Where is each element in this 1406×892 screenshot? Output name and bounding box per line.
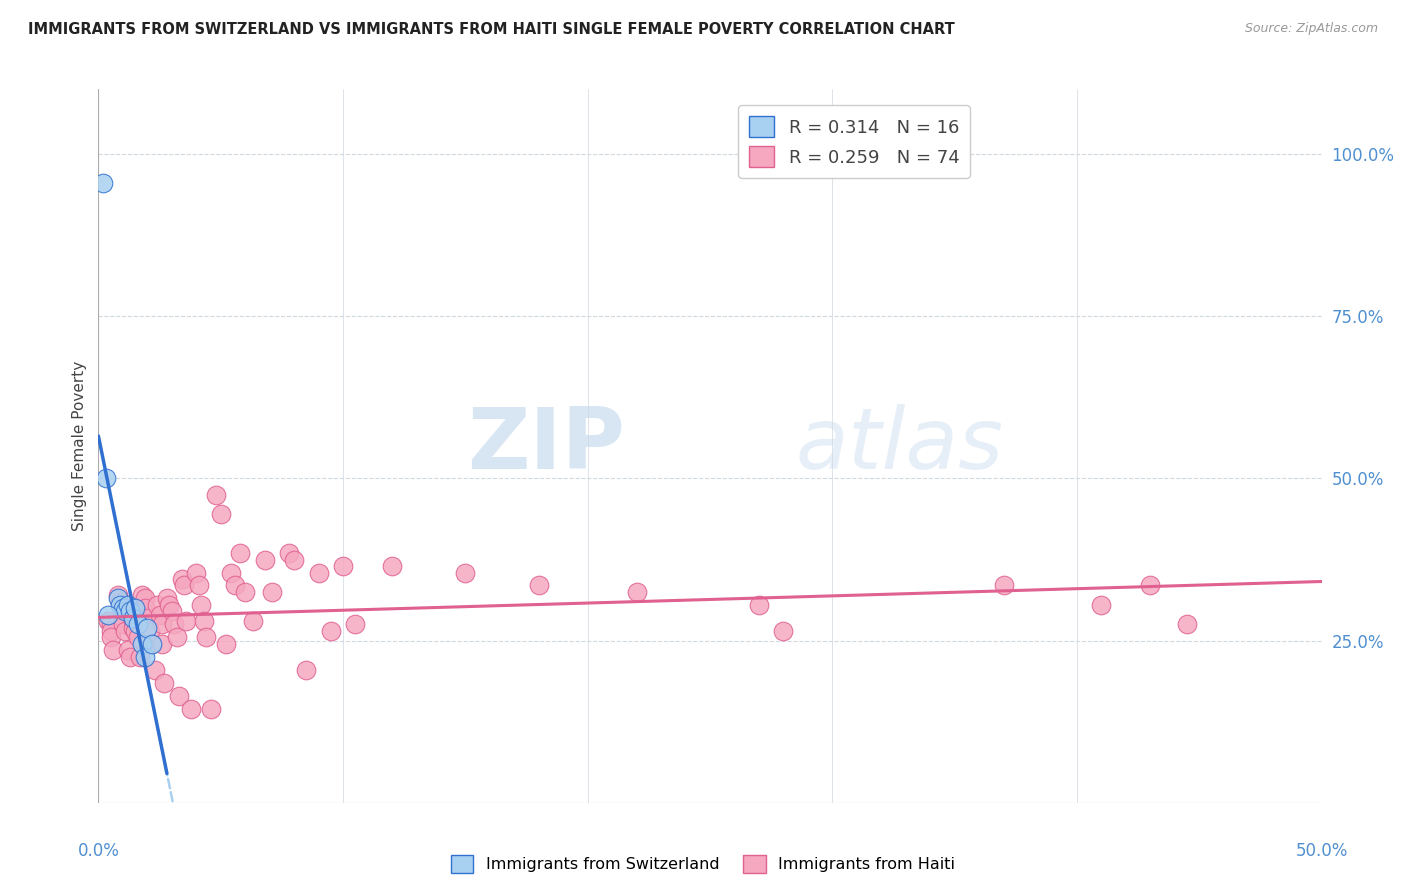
Point bbox=[180, 702, 202, 716]
Point bbox=[117, 598, 139, 612]
Point bbox=[193, 614, 215, 628]
Point bbox=[101, 643, 124, 657]
Point bbox=[224, 578, 246, 592]
Point bbox=[143, 663, 166, 677]
Point bbox=[114, 604, 136, 618]
Point bbox=[186, 566, 208, 580]
Point bbox=[229, 546, 252, 560]
Point bbox=[205, 488, 228, 502]
Point bbox=[111, 617, 134, 632]
Point bbox=[121, 614, 143, 628]
Text: ZIP: ZIP bbox=[467, 404, 624, 488]
Point bbox=[163, 617, 186, 632]
Point bbox=[153, 675, 176, 690]
Point bbox=[100, 624, 122, 638]
Point bbox=[190, 598, 212, 612]
Text: atlas: atlas bbox=[796, 404, 1004, 488]
Point bbox=[233, 585, 256, 599]
Point bbox=[131, 637, 153, 651]
Point bbox=[308, 566, 330, 580]
Point bbox=[129, 649, 152, 664]
Point bbox=[283, 552, 305, 566]
Point bbox=[100, 617, 122, 632]
Point bbox=[139, 624, 162, 638]
Point bbox=[278, 546, 301, 560]
Point bbox=[120, 649, 142, 664]
Point bbox=[110, 595, 132, 609]
Point bbox=[173, 578, 195, 592]
Point bbox=[97, 614, 120, 628]
Point bbox=[97, 607, 120, 622]
Point bbox=[209, 507, 232, 521]
Point bbox=[150, 637, 173, 651]
Point bbox=[146, 598, 169, 612]
Point bbox=[219, 566, 242, 580]
Point bbox=[111, 601, 134, 615]
Legend: Immigrants from Switzerland, Immigrants from Haiti: Immigrants from Switzerland, Immigrants … bbox=[444, 848, 962, 880]
Point bbox=[187, 578, 209, 592]
Point bbox=[176, 614, 198, 628]
Point bbox=[117, 643, 139, 657]
Point bbox=[110, 598, 132, 612]
Point bbox=[167, 689, 190, 703]
Point bbox=[94, 471, 117, 485]
Point bbox=[242, 614, 264, 628]
Point bbox=[1175, 617, 1198, 632]
Point bbox=[114, 624, 136, 638]
Point bbox=[136, 621, 159, 635]
Point bbox=[111, 611, 134, 625]
Point bbox=[117, 598, 139, 612]
Point bbox=[141, 637, 163, 651]
Point bbox=[993, 578, 1015, 592]
Point bbox=[127, 631, 149, 645]
Point bbox=[107, 591, 129, 606]
Point bbox=[166, 631, 188, 645]
Text: 50.0%: 50.0% bbox=[1295, 842, 1348, 860]
Point bbox=[141, 637, 163, 651]
Point bbox=[157, 598, 180, 612]
Point bbox=[127, 617, 149, 632]
Point bbox=[91, 176, 114, 190]
Text: 0.0%: 0.0% bbox=[77, 842, 120, 860]
Text: Source: ZipAtlas.com: Source: ZipAtlas.com bbox=[1244, 22, 1378, 36]
Point bbox=[295, 663, 318, 677]
Point bbox=[319, 624, 342, 638]
Point bbox=[100, 631, 122, 645]
Point bbox=[344, 617, 367, 632]
Point bbox=[195, 631, 218, 645]
Legend: R = 0.314   N = 16, R = 0.259   N = 74: R = 0.314 N = 16, R = 0.259 N = 74 bbox=[738, 105, 970, 178]
Point bbox=[134, 601, 156, 615]
Point bbox=[262, 585, 284, 599]
Point bbox=[124, 601, 146, 615]
Point bbox=[134, 591, 156, 606]
Point bbox=[381, 559, 404, 574]
Point bbox=[200, 702, 222, 716]
Point bbox=[107, 588, 129, 602]
Point bbox=[121, 621, 143, 635]
Point bbox=[626, 585, 648, 599]
Point bbox=[332, 559, 354, 574]
Point bbox=[150, 617, 173, 632]
Point bbox=[772, 624, 794, 638]
Point bbox=[454, 566, 477, 580]
Point bbox=[131, 588, 153, 602]
Point bbox=[170, 572, 193, 586]
Point bbox=[134, 649, 156, 664]
Point bbox=[214, 637, 236, 651]
Point bbox=[149, 607, 172, 622]
Point bbox=[124, 624, 146, 638]
Point bbox=[527, 578, 550, 592]
Point bbox=[1139, 578, 1161, 592]
Y-axis label: Single Female Poverty: Single Female Poverty bbox=[72, 361, 87, 531]
Point bbox=[748, 598, 770, 612]
Point bbox=[160, 604, 183, 618]
Point bbox=[156, 591, 179, 606]
Point bbox=[120, 604, 142, 618]
Point bbox=[253, 552, 276, 566]
Point bbox=[120, 604, 142, 618]
Point bbox=[1090, 598, 1112, 612]
Text: IMMIGRANTS FROM SWITZERLAND VS IMMIGRANTS FROM HAITI SINGLE FEMALE POVERTY CORRE: IMMIGRANTS FROM SWITZERLAND VS IMMIGRANT… bbox=[28, 22, 955, 37]
Point bbox=[121, 611, 143, 625]
Point bbox=[136, 611, 159, 625]
